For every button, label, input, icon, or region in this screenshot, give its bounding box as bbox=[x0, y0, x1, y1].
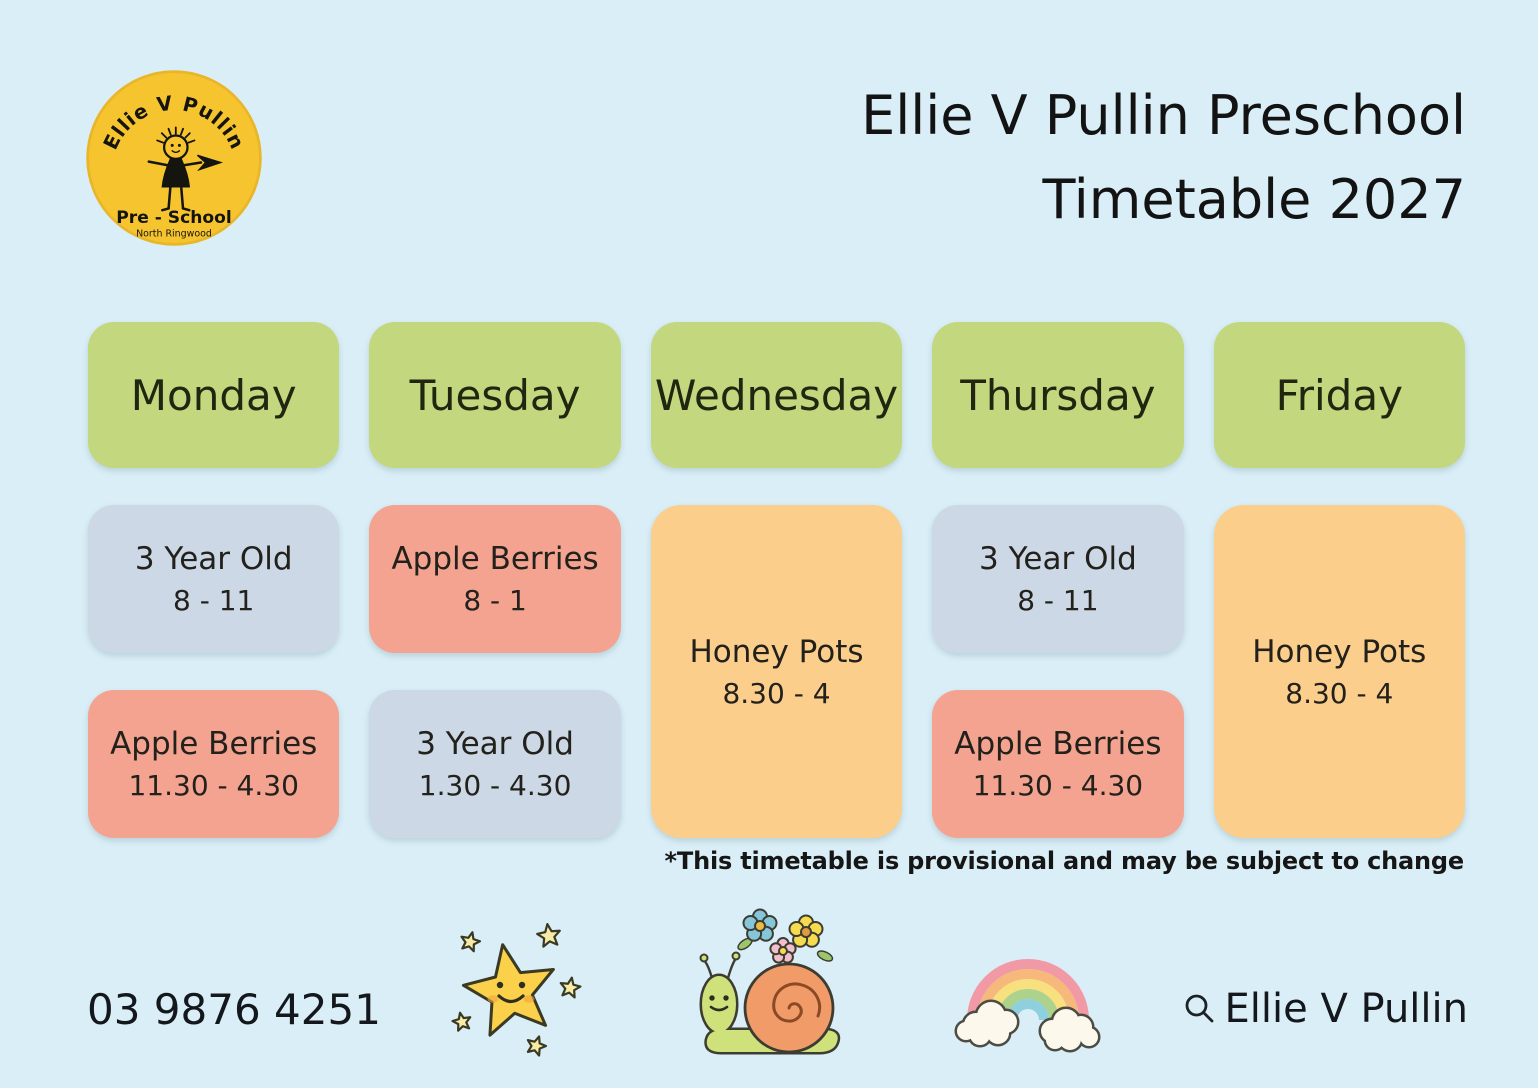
cell-time: 8.30 - 4 bbox=[1285, 676, 1394, 710]
title-line-2: Timetable 2027 bbox=[1042, 168, 1466, 232]
schedule-cell-thursday-pm: Apple Berries 11.30 - 4.30 bbox=[932, 690, 1184, 838]
cell-time: 8 - 11 bbox=[1017, 584, 1099, 617]
cell-time: 8 - 1 bbox=[463, 584, 527, 617]
logo-location: North Ringwood bbox=[136, 228, 212, 239]
schedule-cell-monday-pm: Apple Berries 11.30 - 4.30 bbox=[88, 690, 340, 838]
cell-time: 8 - 11 bbox=[173, 584, 255, 617]
day-header-friday: Friday bbox=[1213, 322, 1465, 468]
cell-title: Honey Pots bbox=[689, 633, 864, 670]
cell-time: 1.30 - 4.30 bbox=[418, 769, 572, 802]
cell-time: 11.30 - 4.30 bbox=[972, 769, 1144, 802]
cell-title: 3 Year Old bbox=[979, 541, 1137, 577]
search-handle-label: Ellie V Pullin bbox=[1224, 986, 1468, 1032]
schedule-cell-friday-allday: Honey Pots 8.30 - 4 bbox=[1213, 505, 1465, 838]
day-header-tuesday: Tuesday bbox=[369, 322, 621, 468]
logo-school-type: Pre - School bbox=[116, 208, 232, 228]
preschool-logo: Ellie V Pullin bbox=[86, 70, 262, 246]
day-header-thursday: Thursday bbox=[932, 322, 1184, 468]
child-stick-figure-icon bbox=[147, 126, 224, 212]
magnifier-icon bbox=[1185, 994, 1213, 1023]
snail-icon bbox=[699, 908, 841, 1055]
rainbow-icon bbox=[954, 959, 1101, 1053]
cell-time: 8.30 - 4 bbox=[722, 676, 831, 710]
star-icon bbox=[448, 922, 600, 1064]
schedule-cell-tuesday-am: Apple Berries 8 - 1 bbox=[369, 505, 621, 653]
poster-title: Ellie V Pullin Preschool Timetable 2027 bbox=[861, 74, 1466, 242]
cell-title: 3 Year Old bbox=[416, 726, 574, 762]
schedule-cell-tuesday-pm: 3 Year Old 1.30 - 4.30 bbox=[369, 690, 621, 838]
provisional-footnote: *This timetable is provisional and may b… bbox=[664, 847, 1465, 875]
phone-number: 03 9876 4251 bbox=[87, 985, 381, 1034]
search-handle: Ellie V Pullin bbox=[1182, 986, 1468, 1032]
cell-title: 3 Year Old bbox=[134, 541, 293, 577]
cell-title: Apple Berries bbox=[954, 726, 1162, 762]
cell-title: Apple Berries bbox=[391, 541, 599, 577]
day-header-monday: Monday bbox=[88, 322, 340, 468]
cell-time: 11.30 - 4.30 bbox=[128, 769, 299, 802]
schedule-cell-thursday-am: 3 Year Old 8 - 11 bbox=[932, 505, 1184, 653]
cell-title: Honey Pots bbox=[1252, 633, 1427, 670]
timetable-grid: Monday Tuesday Wednesday Thursday Friday… bbox=[88, 322, 1465, 838]
cell-title: Apple Berries bbox=[110, 726, 318, 762]
schedule-cell-monday-am: 3 Year Old 8 - 11 bbox=[88, 505, 340, 653]
day-header-wednesday: Wednesday bbox=[650, 322, 903, 468]
title-line-1: Ellie V Pullin Preschool bbox=[861, 84, 1466, 147]
schedule-cell-wednesday-allday: Honey Pots 8.30 - 4 bbox=[650, 505, 903, 838]
